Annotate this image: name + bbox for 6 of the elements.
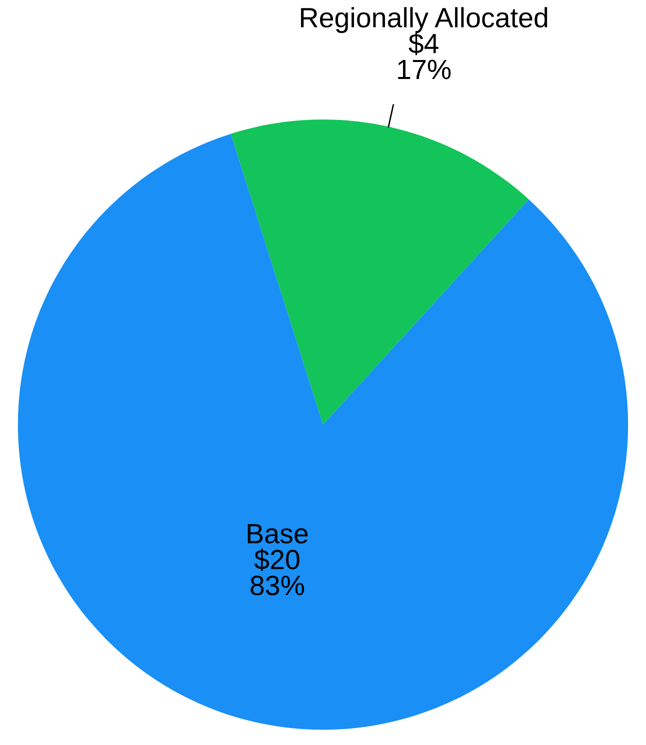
slice-label: Regionally Allocated	[301, 7, 548, 34]
data-label: $4 17%	[398, 32, 451, 80]
slice-label: Base	[248, 524, 308, 544]
pie-slice	[18, 134, 628, 730]
pie-slice	[230, 120, 529, 425]
data-label: $20 83%	[250, 548, 304, 596]
